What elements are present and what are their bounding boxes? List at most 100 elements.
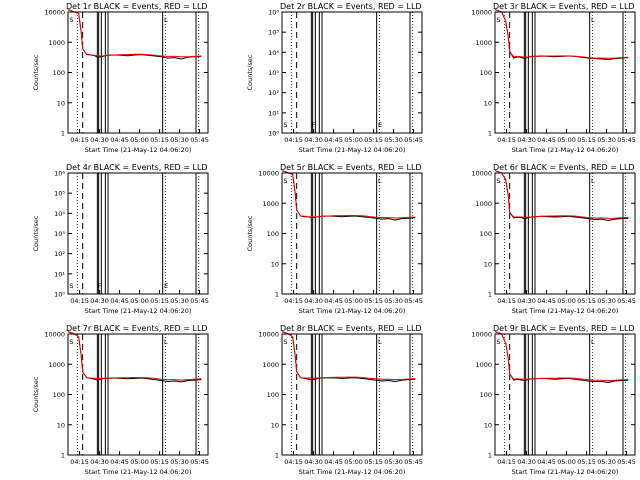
- detector-panel-2: Det 2r BLACK = Events, RED = LLD S F E 10⁰ 10…: [246, 2, 423, 154]
- y-tick-label: 100: [53, 69, 65, 77]
- panel-title: Det 3r BLACK = Events, RED = LLD: [493, 2, 635, 11]
- y-tick-label: 100: [53, 391, 65, 399]
- y-tick-label: 1000: [262, 361, 279, 369]
- marker-label: E: [164, 282, 168, 290]
- x-tick-label: 04:30: [304, 458, 323, 466]
- y-tick-label: 10: [484, 99, 492, 107]
- marker-label: L: [164, 16, 168, 24]
- x-tick-label: 05:00: [344, 297, 363, 305]
- x-tick-label: 05:15: [577, 136, 596, 144]
- x-tick-label: 04:45: [324, 297, 343, 305]
- x-tick-label: 05:15: [150, 136, 169, 144]
- y-tick-label: 10: [57, 99, 65, 107]
- y-tick-label: 1000: [475, 200, 492, 208]
- plot-frame: [281, 11, 423, 134]
- y-tick-label: 100: [480, 391, 492, 399]
- x-tick-label: 05:45: [617, 458, 636, 466]
- y-tick-label: 10000: [258, 331, 279, 339]
- x-axis-label: Start Time (21-May-12 04:06:20): [512, 468, 619, 476]
- detector-panel-3: Det 3r BLACK = Events, RED = LLD S L 1 10 100…: [471, 2, 636, 154]
- lld-series-line: [494, 170, 629, 219]
- plot-frame: [67, 11, 209, 134]
- y-tick-label: 10000: [471, 331, 492, 339]
- plot-frame: [494, 11, 636, 134]
- x-tick-label: 05:15: [364, 297, 383, 305]
- detector-panel-4: Det 4r BLACK = Events, RED = LLD S F E 10⁰ 10…: [32, 163, 209, 315]
- plot-frame: [281, 172, 423, 295]
- y-tick-label: 10000: [258, 170, 279, 178]
- y-axis-label: Counts/sec: [246, 54, 254, 90]
- plot-frame: [281, 333, 423, 456]
- y-tick-label: 1: [61, 452, 65, 460]
- events-series-line: [281, 170, 416, 221]
- x-tick-label: 05:45: [190, 458, 209, 466]
- y-tick-label: 10³: [268, 69, 279, 77]
- x-tick-label: 05:00: [344, 458, 363, 466]
- x-tick-label: 04:15: [70, 297, 89, 305]
- x-tick-label: 04:30: [517, 297, 536, 305]
- x-tick-label: 05:15: [364, 458, 383, 466]
- x-axis-label: Start Time (21-May-12 04:06:20): [299, 146, 406, 154]
- detector-panel-9: Det 9r BLACK = Events, RED = LLD S L 1 10 100…: [471, 324, 636, 476]
- y-tick-label: 10¹: [54, 270, 65, 278]
- y-tick-label: 10⁵: [268, 29, 279, 37]
- plot-frame: [494, 172, 636, 295]
- panel-title: Det 1r BLACK = Events, RED = LLD: [66, 2, 208, 11]
- x-axis-label: Start Time (21-May-12 04:06:20): [299, 468, 406, 476]
- panel-title: Det 9r BLACK = Events, RED = LLD: [493, 324, 635, 333]
- x-tick-label: 05:15: [150, 458, 169, 466]
- y-tick-label: 10³: [54, 230, 65, 238]
- marker-label: S: [496, 16, 500, 24]
- x-tick-label: 04:15: [284, 297, 303, 305]
- x-tick-label: 05:45: [404, 136, 423, 144]
- marker-label: S: [69, 282, 73, 290]
- y-tick-label: 10000: [471, 170, 492, 178]
- marker-label: S: [283, 177, 287, 185]
- plot-frame: [494, 333, 636, 456]
- plot-frame: [67, 172, 209, 295]
- x-tick-label: 05:15: [364, 136, 383, 144]
- x-tick-label: 05:45: [404, 297, 423, 305]
- marker-label: L: [164, 338, 168, 346]
- x-tick-label: 05:45: [617, 297, 636, 305]
- y-tick-label: 10000: [44, 9, 65, 17]
- events-series-line: [67, 9, 202, 60]
- y-tick-label: 1000: [262, 200, 279, 208]
- lld-series-line: [494, 9, 629, 59]
- x-tick-label: 05:15: [150, 297, 169, 305]
- panel-title: Det 4r BLACK = Events, RED = LLD: [66, 163, 208, 172]
- y-tick-label: 10⁶: [268, 9, 279, 17]
- panel-title: Det 2r BLACK = Events, RED = LLD: [280, 2, 422, 11]
- marker-label: S: [69, 16, 73, 24]
- marker-label: L: [591, 338, 595, 346]
- y-tick-label: 10²: [54, 250, 65, 258]
- x-tick-label: 05:30: [170, 297, 189, 305]
- x-tick-label: 05:30: [597, 458, 616, 466]
- x-tick-label: 04:30: [90, 297, 109, 305]
- x-tick-label: 04:45: [110, 458, 129, 466]
- x-tick-label: 04:15: [284, 136, 303, 144]
- marker-label: F: [97, 282, 101, 290]
- x-axis-label: Start Time (21-May-12 04:06:20): [512, 146, 619, 154]
- x-tick-label: 05:00: [344, 136, 363, 144]
- y-tick-label: 1: [488, 291, 492, 299]
- y-tick-label: 10: [271, 421, 279, 429]
- y-tick-label: 100: [267, 230, 279, 238]
- detector-panel-1: Det 1r BLACK = Events, RED = LLD S L 1 10 100…: [32, 2, 209, 154]
- y-tick-label: 10⁵: [54, 190, 65, 198]
- lld-series-line: [281, 170, 416, 219]
- x-tick-label: 04:45: [110, 297, 129, 305]
- y-tick-label: 10000: [44, 331, 65, 339]
- plot-frame: [67, 333, 209, 456]
- events-series-line: [494, 9, 629, 61]
- x-tick-label: 05:00: [557, 458, 576, 466]
- x-tick-label: 04:30: [517, 136, 536, 144]
- panel-title: Det 7r BLACK = Events, RED = LLD: [66, 324, 208, 333]
- marker-label: L: [378, 338, 382, 346]
- x-tick-label: 05:15: [577, 458, 596, 466]
- panel-title: Det 5r BLACK = Events, RED = LLD: [280, 163, 422, 172]
- marker-label: S: [496, 338, 500, 346]
- y-tick-label: 1: [61, 130, 65, 138]
- x-tick-label: 05:00: [130, 297, 149, 305]
- y-tick-label: 1: [275, 452, 279, 460]
